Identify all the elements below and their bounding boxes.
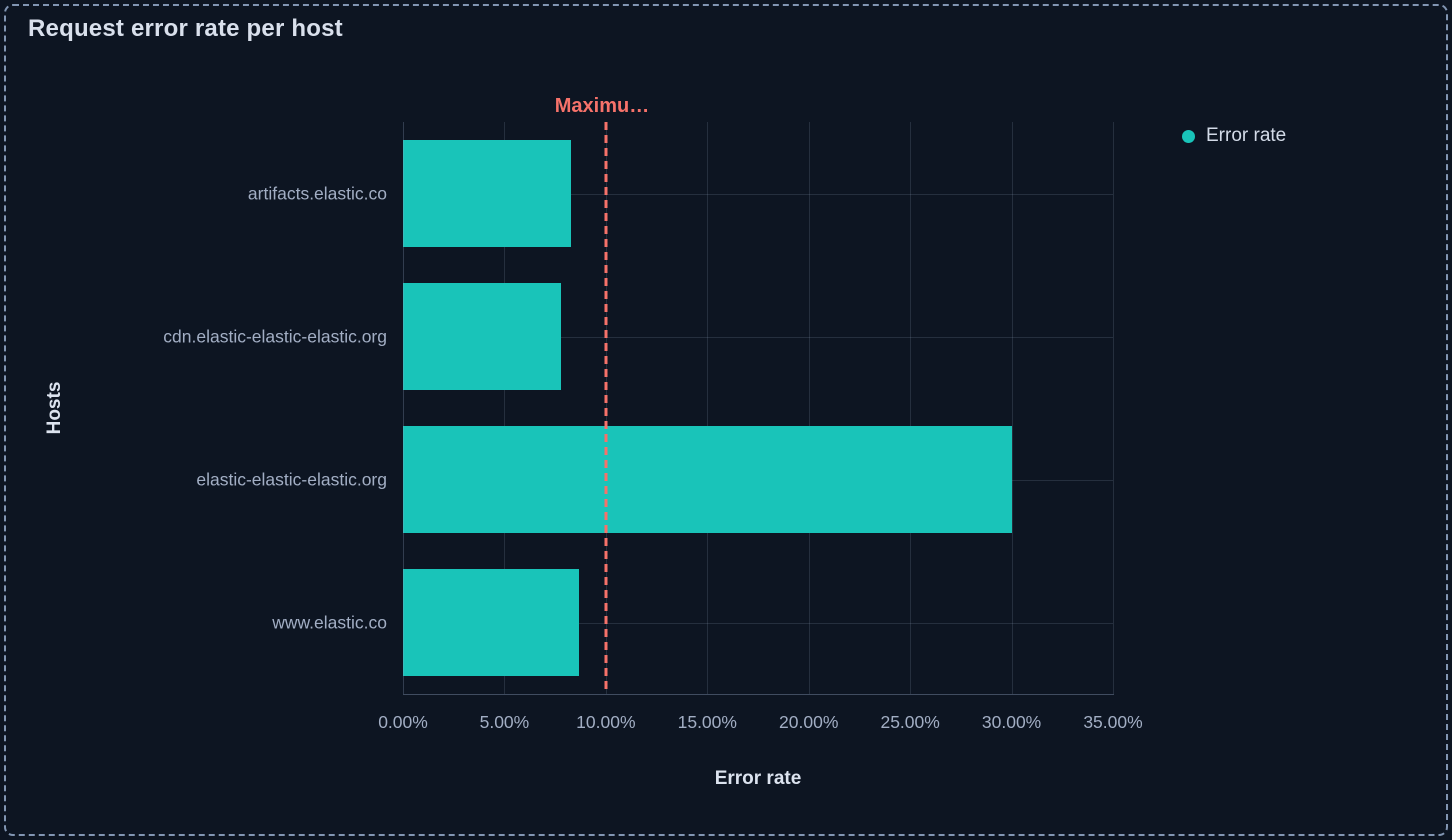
x-gridline — [1011, 122, 1013, 694]
x-gridline — [1113, 122, 1114, 694]
y-axis-label: cdn.elastic-elastic-elastic.org — [163, 326, 387, 346]
x-gridline — [504, 122, 506, 694]
chart-plot-area — [403, 122, 1114, 694]
x-gridline — [808, 122, 810, 694]
x-axis-line — [403, 694, 1114, 695]
x-axis-tick-label: 25.00% — [880, 712, 940, 732]
legend-item-error-rate[interactable]: Error rate — [1182, 125, 1286, 147]
x-axis-tick-label: 10.00% — [576, 712, 636, 732]
y-axis-label: www.elastic.co — [272, 612, 387, 632]
y-gridline — [403, 193, 1113, 195]
bar-cdn.elastic-elastic-elastic.org[interactable] — [403, 283, 562, 390]
x-axis-tick-label: 20.00% — [779, 712, 839, 732]
y-axis-title: Hosts — [44, 381, 65, 435]
y-axis-line — [403, 122, 404, 694]
legend-series-dot-icon — [1182, 129, 1195, 143]
x-gridline — [707, 122, 709, 694]
bar-elastic-elastic-elastic.org[interactable] — [403, 426, 1012, 533]
legend-series-label: Error rate — [1206, 125, 1287, 146]
x-axis-tick-label: 35.00% — [1083, 712, 1143, 732]
x-axis-tick-label: 15.00% — [677, 712, 737, 732]
annotation-label: Maximu… — [554, 95, 650, 117]
x-gridline — [910, 122, 912, 694]
annotation-line — [604, 122, 608, 694]
y-gridline — [403, 622, 1113, 624]
x-axis-tick-label: 0.00% — [378, 712, 428, 732]
x-axis-title: Error rate — [714, 768, 802, 789]
panel-title: Request error rate per host — [28, 15, 343, 42]
bar-artifacts.elastic.co[interactable] — [403, 140, 572, 247]
y-axis-label: elastic-elastic-elastic.org — [196, 469, 387, 489]
bar-www.elastic.co[interactable] — [403, 569, 580, 676]
y-gridline — [403, 336, 1113, 338]
x-axis-tick-label: 30.00% — [981, 712, 1042, 732]
y-axis-label: artifacts.elastic.co — [247, 183, 387, 203]
x-axis-tick-label: 5.00% — [479, 712, 530, 732]
